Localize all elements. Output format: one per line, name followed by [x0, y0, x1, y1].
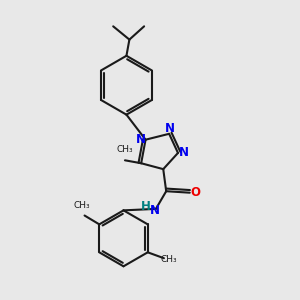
Text: O: O: [190, 186, 201, 199]
Text: N: N: [149, 204, 159, 217]
Text: H: H: [141, 200, 151, 213]
Text: CH₃: CH₃: [160, 254, 177, 263]
Text: CH₃: CH₃: [74, 201, 91, 210]
Text: N: N: [179, 146, 189, 159]
Text: N: N: [165, 122, 175, 135]
Text: CH₃: CH₃: [116, 145, 133, 154]
Text: N: N: [136, 133, 146, 146]
